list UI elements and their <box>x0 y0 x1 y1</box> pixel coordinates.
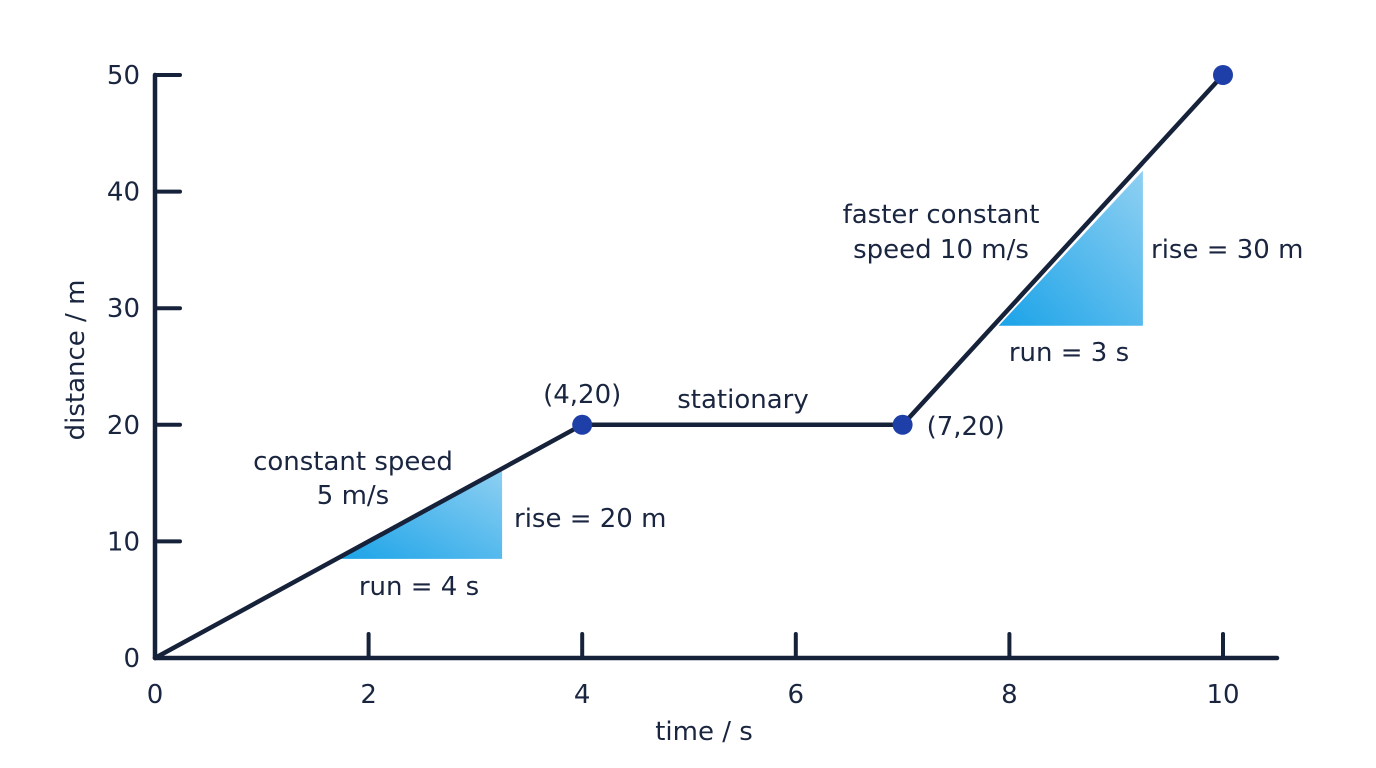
x-tick-label: 2 <box>360 680 377 710</box>
annotation-faster-speed: speed 10 m/s <box>853 235 1029 265</box>
y-tick-label: 40 <box>107 178 140 208</box>
y-tick-label: 10 <box>107 527 140 557</box>
x-tick-label: 6 <box>788 680 805 710</box>
y-tick-label: 30 <box>107 294 140 324</box>
point-label: (4,20) <box>543 380 621 410</box>
y-axis-title: distance / m <box>61 280 91 441</box>
x-tick-label: 4 <box>574 680 591 710</box>
y-tick-label: 20 <box>107 411 140 441</box>
data-point <box>1213 65 1233 85</box>
rise-label: rise = 20 m <box>514 504 666 534</box>
x-axis-title: time / s <box>655 717 753 747</box>
y-tick-label: 50 <box>107 61 140 91</box>
x-tick-label: 10 <box>1206 680 1239 710</box>
annotation-constant-speed: constant speed <box>253 447 453 477</box>
data-point <box>892 414 913 435</box>
annotation-constant-speed: 5 m/s <box>317 481 389 511</box>
annotation-stationary: stationary <box>677 385 809 415</box>
data-point <box>572 414 593 435</box>
annotation-faster-speed: faster constant <box>843 200 1040 230</box>
x-tick-label: 0 <box>147 680 164 710</box>
point-label: (7,20) <box>927 412 1005 442</box>
y-tick-label: 0 <box>123 644 140 674</box>
series-line-1 <box>152 72 1226 661</box>
rise-label: rise = 30 m <box>1151 235 1303 265</box>
run-label: run = 3 s <box>1009 338 1129 368</box>
slope-triangle-2 <box>998 170 1143 326</box>
run-label: run = 4 s <box>359 572 479 602</box>
x-tick-label: 8 <box>1001 680 1018 710</box>
